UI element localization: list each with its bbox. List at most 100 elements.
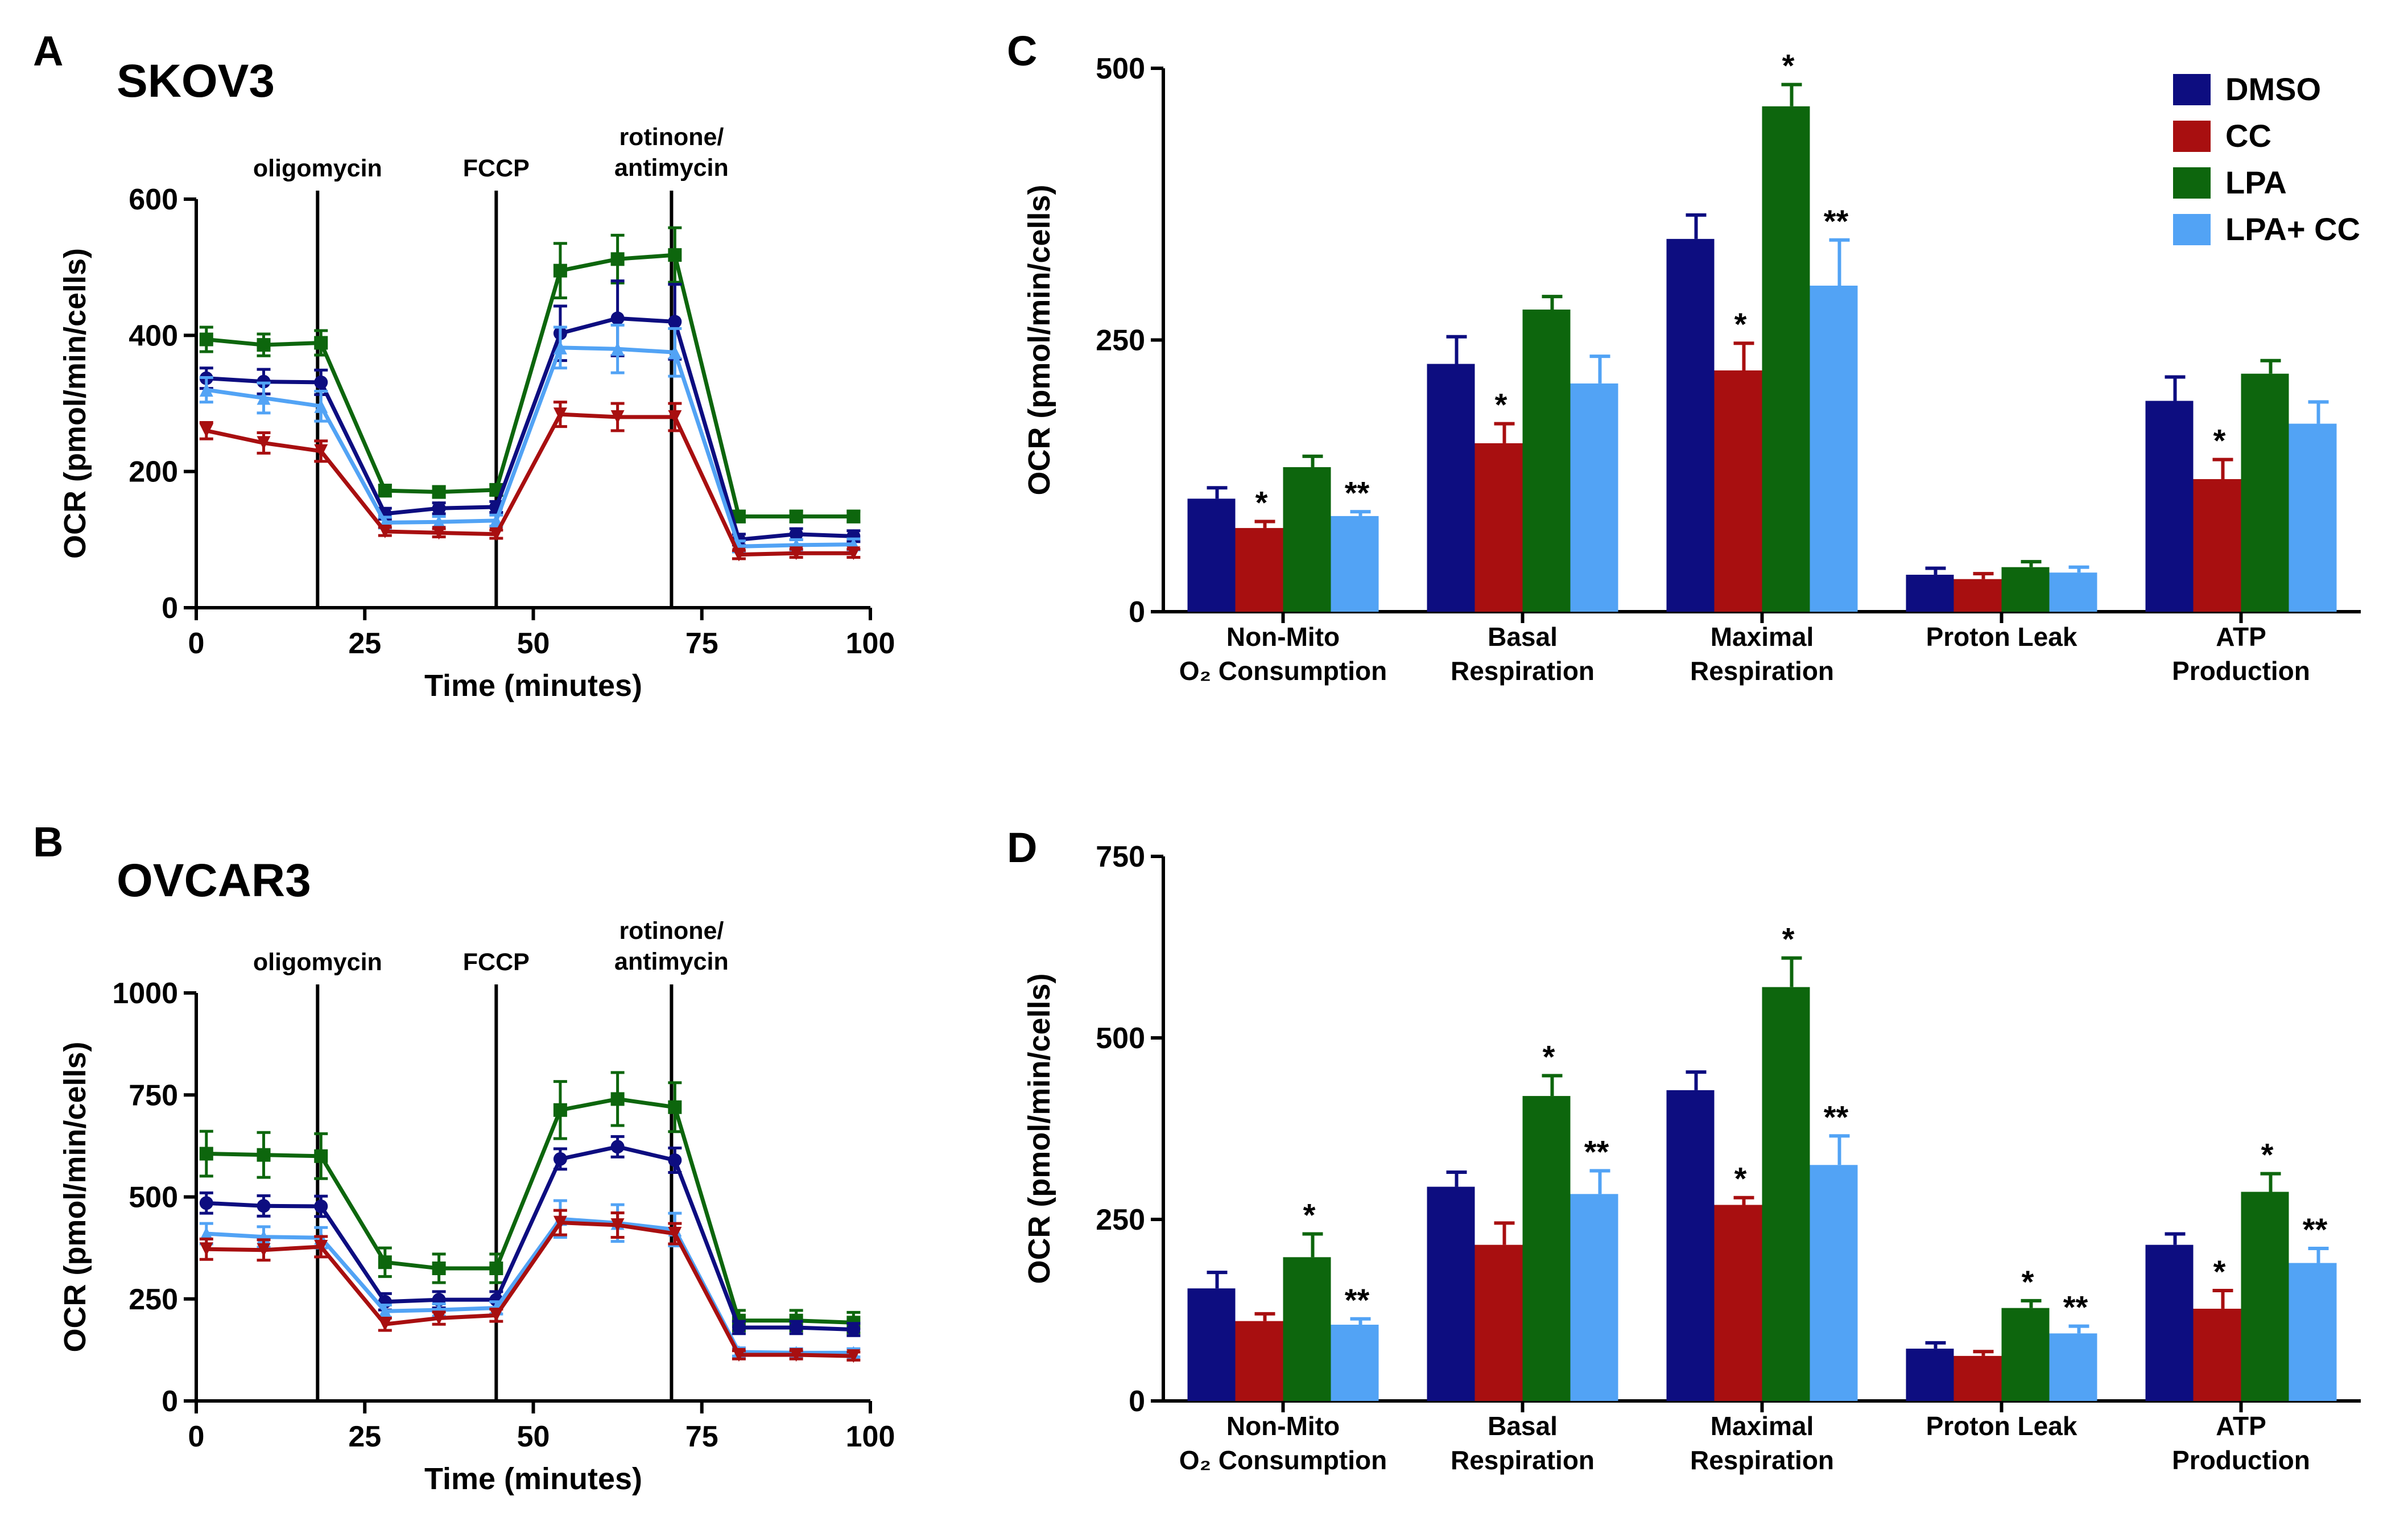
p1-series-line-dmso	[206, 1144, 854, 1332]
p2-legend-swatch	[2173, 121, 2211, 152]
p1-data-point	[846, 1322, 861, 1337]
p0-x-tick-label: 0	[188, 627, 205, 660]
p1-data-point	[257, 1199, 271, 1213]
p2-bar-cc	[1474, 443, 1523, 612]
p0-data-point	[789, 527, 803, 541]
p0-data-point	[846, 546, 861, 560]
p1-data-point	[489, 1308, 503, 1322]
p1-data-point	[610, 1218, 625, 1232]
p0-data-point	[789, 509, 803, 524]
p1-data-point	[553, 1215, 567, 1230]
p2-significance-marker: **	[1345, 475, 1370, 510]
p0-data-point	[789, 546, 803, 560]
p2-category-label: Respiration	[1690, 656, 1834, 686]
p1-data-point	[432, 1311, 446, 1325]
p2-category-label: O₂ Consumption	[1179, 656, 1387, 686]
p2-category-label: Basal	[1488, 622, 1558, 652]
p2-category-label: Production	[2172, 656, 2310, 686]
p2-bar-dmso	[1427, 364, 1475, 612]
p0-data-point	[378, 484, 392, 498]
p2-y-tick-label: 0	[1129, 596, 1145, 629]
p0-x-tick-label: 100	[846, 627, 895, 660]
p3-significance-marker: **	[2303, 1211, 2328, 1247]
p1-y-tick-label: 250	[129, 1283, 178, 1316]
p3-y-tick-label: 500	[1096, 1022, 1145, 1055]
p3-significance-marker: **	[2063, 1289, 2088, 1325]
p0-data-point	[257, 436, 271, 450]
p3-bar-dmso	[2145, 1244, 2194, 1401]
p2-bar-lpa	[2001, 567, 2050, 612]
p1-data-point	[846, 1349, 861, 1363]
p1-data-point	[732, 1347, 746, 1362]
p3-bar-lpa-cc	[1810, 1165, 1858, 1401]
p0-injection-label: antimycin	[614, 154, 729, 182]
p3-bar-dmso	[1666, 1090, 1715, 1401]
p0-series-line-cc	[206, 412, 854, 557]
p0-data-point	[553, 263, 567, 278]
p3-category-label: Respiration	[1690, 1445, 1834, 1475]
p2-bar-dmso	[1906, 575, 1954, 612]
p0-x-tick-label: 25	[348, 627, 381, 660]
p1-data-point	[314, 1239, 328, 1254]
p2-y-axis-title: OCR (pmol/min/cells)	[1022, 184, 1056, 495]
p2-legend-swatch	[2173, 74, 2211, 105]
p0-data-point	[378, 524, 392, 538]
p0-y-tick-label: 600	[129, 183, 178, 216]
p2-bar-lpa	[1762, 106, 1810, 612]
p0-series-line-lpa	[206, 253, 854, 519]
p0-y-tick-label: 200	[129, 456, 178, 489]
p3-bar-dmso	[1906, 1349, 1954, 1401]
p2-legend-label: LPA+ CC	[2225, 211, 2360, 247]
p1-x-axis-title: Time (minutes)	[424, 1462, 642, 1496]
p0-data-point	[257, 391, 271, 405]
p1-data-point	[257, 1148, 271, 1162]
p1-y-tick-label: 750	[129, 1079, 178, 1112]
p2-bar-dmso	[1666, 238, 1715, 612]
p0-data-point	[432, 501, 446, 516]
p1-x-tick-label: 50	[517, 1420, 550, 1453]
p3-category-label: Basal	[1488, 1411, 1558, 1441]
p1-y-tick-label: 500	[129, 1181, 178, 1214]
p0-data-point	[199, 383, 213, 397]
p3-category-label: Respiration	[1451, 1445, 1595, 1475]
p1-data-point	[789, 1347, 803, 1362]
p2-bar-lpa	[1522, 310, 1571, 612]
p0-data-point	[314, 375, 328, 389]
p0-data-point	[668, 410, 682, 424]
p1-data-point	[610, 1140, 625, 1154]
p3-bar-cc	[1235, 1321, 1283, 1401]
p0-data-point	[553, 407, 567, 422]
p3-category-label: Proton Leak	[1926, 1411, 2077, 1441]
p1-data-point	[668, 1100, 682, 1114]
p3-y-tick-label: 250	[1096, 1203, 1145, 1236]
p2-significance-marker: *	[1734, 306, 1747, 342]
p1-x-tick-label: 100	[846, 1420, 895, 1453]
p0-injection-label: rotinone/	[619, 123, 724, 151]
p3-bar-lpa	[1762, 987, 1810, 1401]
p1-series-line-lpa	[206, 1097, 854, 1325]
p3-bar-cc	[1953, 1355, 2002, 1401]
chart-title-ovcar3: OVCAR3	[117, 855, 311, 906]
p3-bar-lpa-cc	[1331, 1325, 1379, 1401]
p2-legend-swatch	[2173, 167, 2211, 199]
p1-injection-label: rotinone/	[619, 917, 724, 945]
p3-category-label: ATP	[2216, 1411, 2266, 1441]
p1-data-point	[668, 1153, 682, 1167]
p3-significance-marker: *	[1782, 921, 1795, 957]
p1-y-tick-label: 0	[162, 1385, 178, 1418]
p1-series-line-lpa-cc	[206, 1217, 854, 1355]
p3-significance-marker: **	[1584, 1134, 1609, 1170]
p1-data-point	[489, 1261, 503, 1275]
p3-significance-marker: **	[1824, 1099, 1849, 1135]
p2-significance-marker: *	[2213, 423, 2226, 459]
p3-bar-lpa	[1283, 1257, 1331, 1401]
p0-data-point	[314, 399, 328, 413]
p2-bar-cc	[1953, 579, 2002, 612]
p0-y-tick-label: 400	[129, 319, 178, 352]
p0-injection-label: FCCP	[463, 155, 530, 182]
p1-data-point	[314, 1149, 328, 1163]
p3-bar-lpa-cc	[2289, 1263, 2337, 1401]
p1-data-point	[199, 1227, 213, 1241]
p0-data-point	[489, 527, 503, 541]
